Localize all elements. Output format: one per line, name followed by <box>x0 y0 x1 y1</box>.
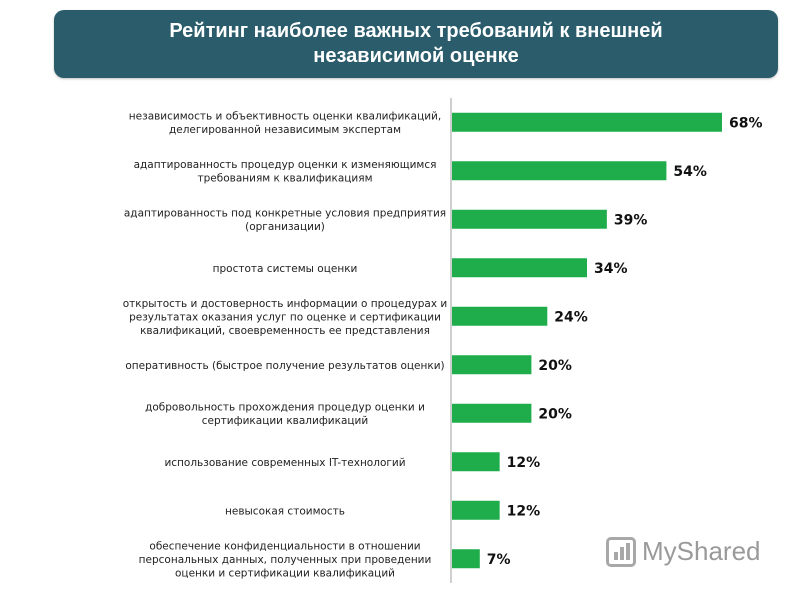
category-label-line: квалификаций, своевременность ее предста… <box>140 325 430 337</box>
chart-title-line-1: Рейтинг наиболее важных требований к вне… <box>169 20 663 42</box>
category-label: адаптированность под конкретные условия … <box>124 208 446 234</box>
chart-title-line-2: независимой оценке <box>313 45 519 67</box>
category-label-line: обеспечение конфиденциальности в отношен… <box>149 540 420 552</box>
category-label-line: (организации) <box>245 221 325 233</box>
watermark-text: MyShared <box>642 536 761 566</box>
category-label-line: оперативность (быстрое получение результ… <box>125 360 444 372</box>
value-label: 54% <box>673 164 707 180</box>
myshared-logo-icon <box>606 536 636 567</box>
bar <box>452 452 500 472</box>
category-label-line: адаптированность под конкретные условия … <box>124 208 446 220</box>
category-label: обеспечение конфиденциальности в отношен… <box>139 540 432 579</box>
category-label-line: использование современных IT-технологий <box>164 457 405 469</box>
category-label-line: открытость и достоверность информации о … <box>123 298 448 310</box>
category-label: простота системы оценки <box>213 263 358 275</box>
value-label: 7% <box>487 552 511 568</box>
value-label: 20% <box>538 406 572 422</box>
value-label: 20% <box>538 358 572 374</box>
category-label-line: независимость и объективность оценки ква… <box>129 111 441 123</box>
bar <box>452 112 722 132</box>
value-label: 12% <box>507 503 541 519</box>
bar <box>452 258 587 278</box>
category-label-line: делегированной независимым экспертам <box>169 124 401 136</box>
value-label: 39% <box>614 212 648 228</box>
value-label: 34% <box>594 261 628 277</box>
category-label-line: результатах оказания услуг по оценке и с… <box>129 311 441 323</box>
bar <box>452 403 532 423</box>
category-label-line: требованиям к квалификациям <box>198 173 373 185</box>
bar <box>452 500 500 520</box>
category-label-line: оценки и сертификации квалификаций <box>175 567 395 579</box>
bar <box>452 306 548 326</box>
bar <box>452 209 607 229</box>
category-label: добровольность прохождения процедур оцен… <box>145 402 425 428</box>
category-label: адаптированность процедур оценки к измен… <box>134 159 437 185</box>
title-banner: Рейтинг наиболее важных требований к вне… <box>54 10 778 78</box>
category-label: независимость и объективность оценки ква… <box>129 111 441 137</box>
value-label: 24% <box>554 309 588 325</box>
category-label-line: сертификации квалификаций <box>202 415 368 427</box>
category-label-line: невысокая стоимость <box>225 505 345 517</box>
category-label: невысокая стоимость <box>225 505 345 517</box>
category-label: открытость и достоверность информации о … <box>123 298 448 337</box>
bar <box>452 355 532 375</box>
watermark: MyShared <box>606 536 761 567</box>
category-label: использование современных IT-технологий <box>164 457 405 469</box>
category-label-line: простота системы оценки <box>213 263 358 275</box>
value-label: 68% <box>729 115 763 131</box>
bar <box>452 161 667 181</box>
value-label: 12% <box>507 455 541 471</box>
category-label: оперативность (быстрое получение результ… <box>125 360 444 372</box>
category-label-line: персональных данных, полученных при пров… <box>139 554 432 566</box>
category-label-line: адаптированность процедур оценки к измен… <box>134 159 437 171</box>
bar <box>452 549 480 569</box>
category-label-line: добровольность прохождения процедур оцен… <box>145 402 425 414</box>
